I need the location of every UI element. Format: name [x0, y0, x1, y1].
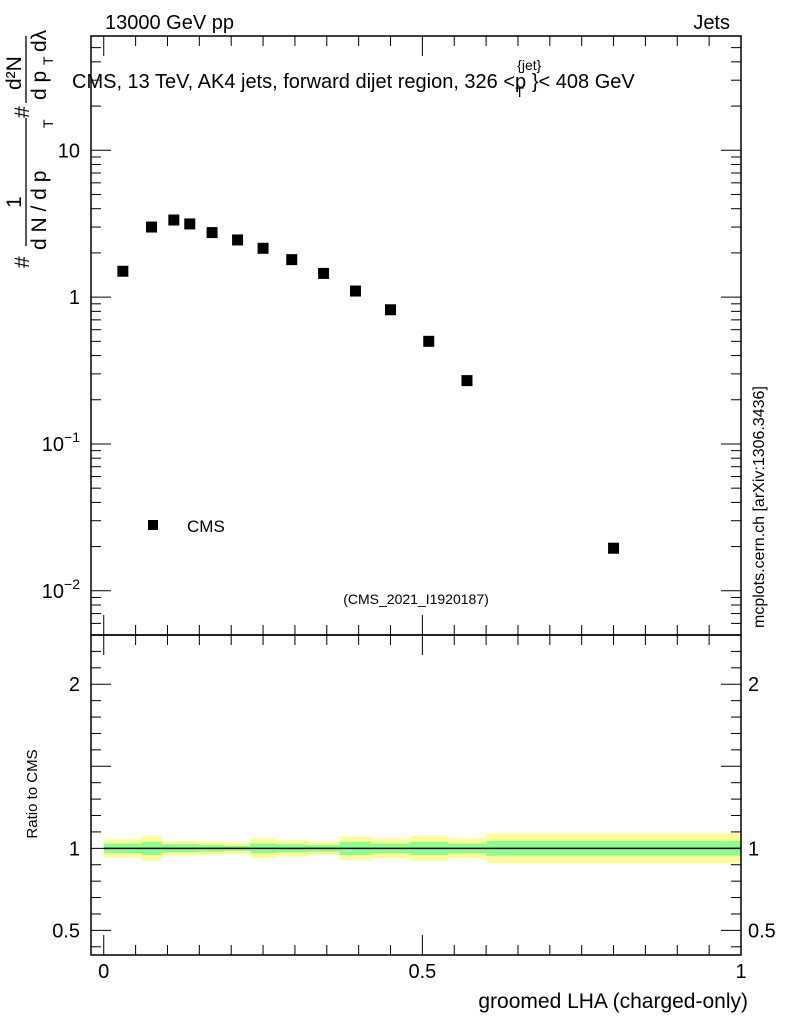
ratio-plot-frame	[90, 634, 742, 956]
ratio-y-tick-label-left: 2	[69, 674, 80, 696]
header-category-label: Jets	[693, 12, 730, 34]
mcplots-side-note: mcplots.cern.ch [arXiv:1306.3436]	[751, 386, 768, 628]
y-tick-label: 10−1	[42, 429, 80, 456]
data-point	[232, 234, 244, 246]
data-point	[206, 227, 218, 239]
legend-label-cms: CMS	[187, 517, 225, 536]
data-point	[318, 267, 330, 279]
data-point	[461, 375, 473, 387]
y-label-dn-dpt: d N / d p	[28, 171, 51, 250]
data-point	[257, 242, 269, 254]
y-label-hash-2: #	[11, 106, 34, 118]
y-label-d2n: d²N	[3, 56, 26, 90]
data-point	[608, 542, 620, 554]
ratio-plot-ticks	[91, 635, 742, 955]
plot-title-sup: {jet}	[517, 57, 541, 73]
y-tick-label: 10−2	[42, 576, 80, 603]
y-tick-label: 1	[69, 287, 80, 309]
y-label-subscript-t-2: T	[40, 56, 56, 65]
x-tick-labels: 0 0.5 1	[98, 961, 746, 983]
ratio-y-tick-labels: 0.5 0.5 1 1 2 2	[52, 674, 776, 942]
y-label-one: 1	[3, 196, 26, 208]
data-point	[117, 265, 129, 277]
plot-title-sub: T	[515, 84, 524, 100]
main-y-axis-label: # 1 d N / d p T # d²N d p T dλ	[3, 29, 56, 268]
data-point	[286, 254, 298, 266]
x-tick-label: 1	[735, 961, 746, 983]
main-plot-ticks	[91, 35, 742, 636]
main-plot-frame	[90, 35, 742, 636]
data-point	[423, 335, 435, 347]
y-label-hash: #	[11, 256, 34, 268]
x-axis-label: groomed LHA (charged-only)	[478, 990, 748, 1013]
x-tick-label: 0	[98, 961, 109, 983]
legend-marker-cms	[148, 520, 158, 530]
cms-data-points	[117, 214, 620, 554]
header-energy-label: 13000 GeV pp	[105, 12, 234, 34]
ratio-plot-panel: 0.5 0.51 12 2 0 0.5 1 Ratio to CMS groomed LH…	[24, 634, 776, 1013]
x-tick-label: 0.5	[408, 961, 436, 983]
plot-title: CMS, 13 TeV, AK4 jets, forward dijet reg…	[72, 57, 635, 100]
analysis-watermark: (CMS_2021_I1920187)	[343, 591, 489, 607]
main-plot-y-tick-labels: 10−2 10−1 1 10	[42, 140, 80, 603]
plot-title-main: CMS, 13 TeV, AK4 jets, forward dijet reg…	[72, 71, 526, 93]
ratio-y-tick-label-right: 1	[748, 838, 759, 860]
data-point	[146, 221, 158, 233]
plot-title-tail: }< 408 GeV	[532, 71, 636, 93]
ratio-y-tick-label-right: 2	[748, 674, 759, 696]
ratio-y-tick-label-right: 0.5	[748, 920, 776, 942]
y-tick-label: 10	[58, 140, 80, 162]
ratio-y-tick-label-left: 0.5	[52, 920, 80, 942]
y-label-dlambda: dλ	[28, 29, 51, 52]
ratio-y-tick-label-left: 1	[69, 838, 80, 860]
data-point	[385, 304, 397, 316]
data-point	[168, 214, 180, 226]
ratio-y-axis-label: Ratio to CMS	[24, 749, 41, 838]
data-point	[184, 218, 196, 230]
main-plot-panel: 10−2 10−1 1 10 CMS, 13 TeV, AK4 jets, forwa…	[3, 29, 742, 636]
data-point	[349, 285, 361, 297]
y-label-dpt: d p	[28, 71, 51, 100]
y-label-subscript-t: T	[40, 119, 56, 128]
